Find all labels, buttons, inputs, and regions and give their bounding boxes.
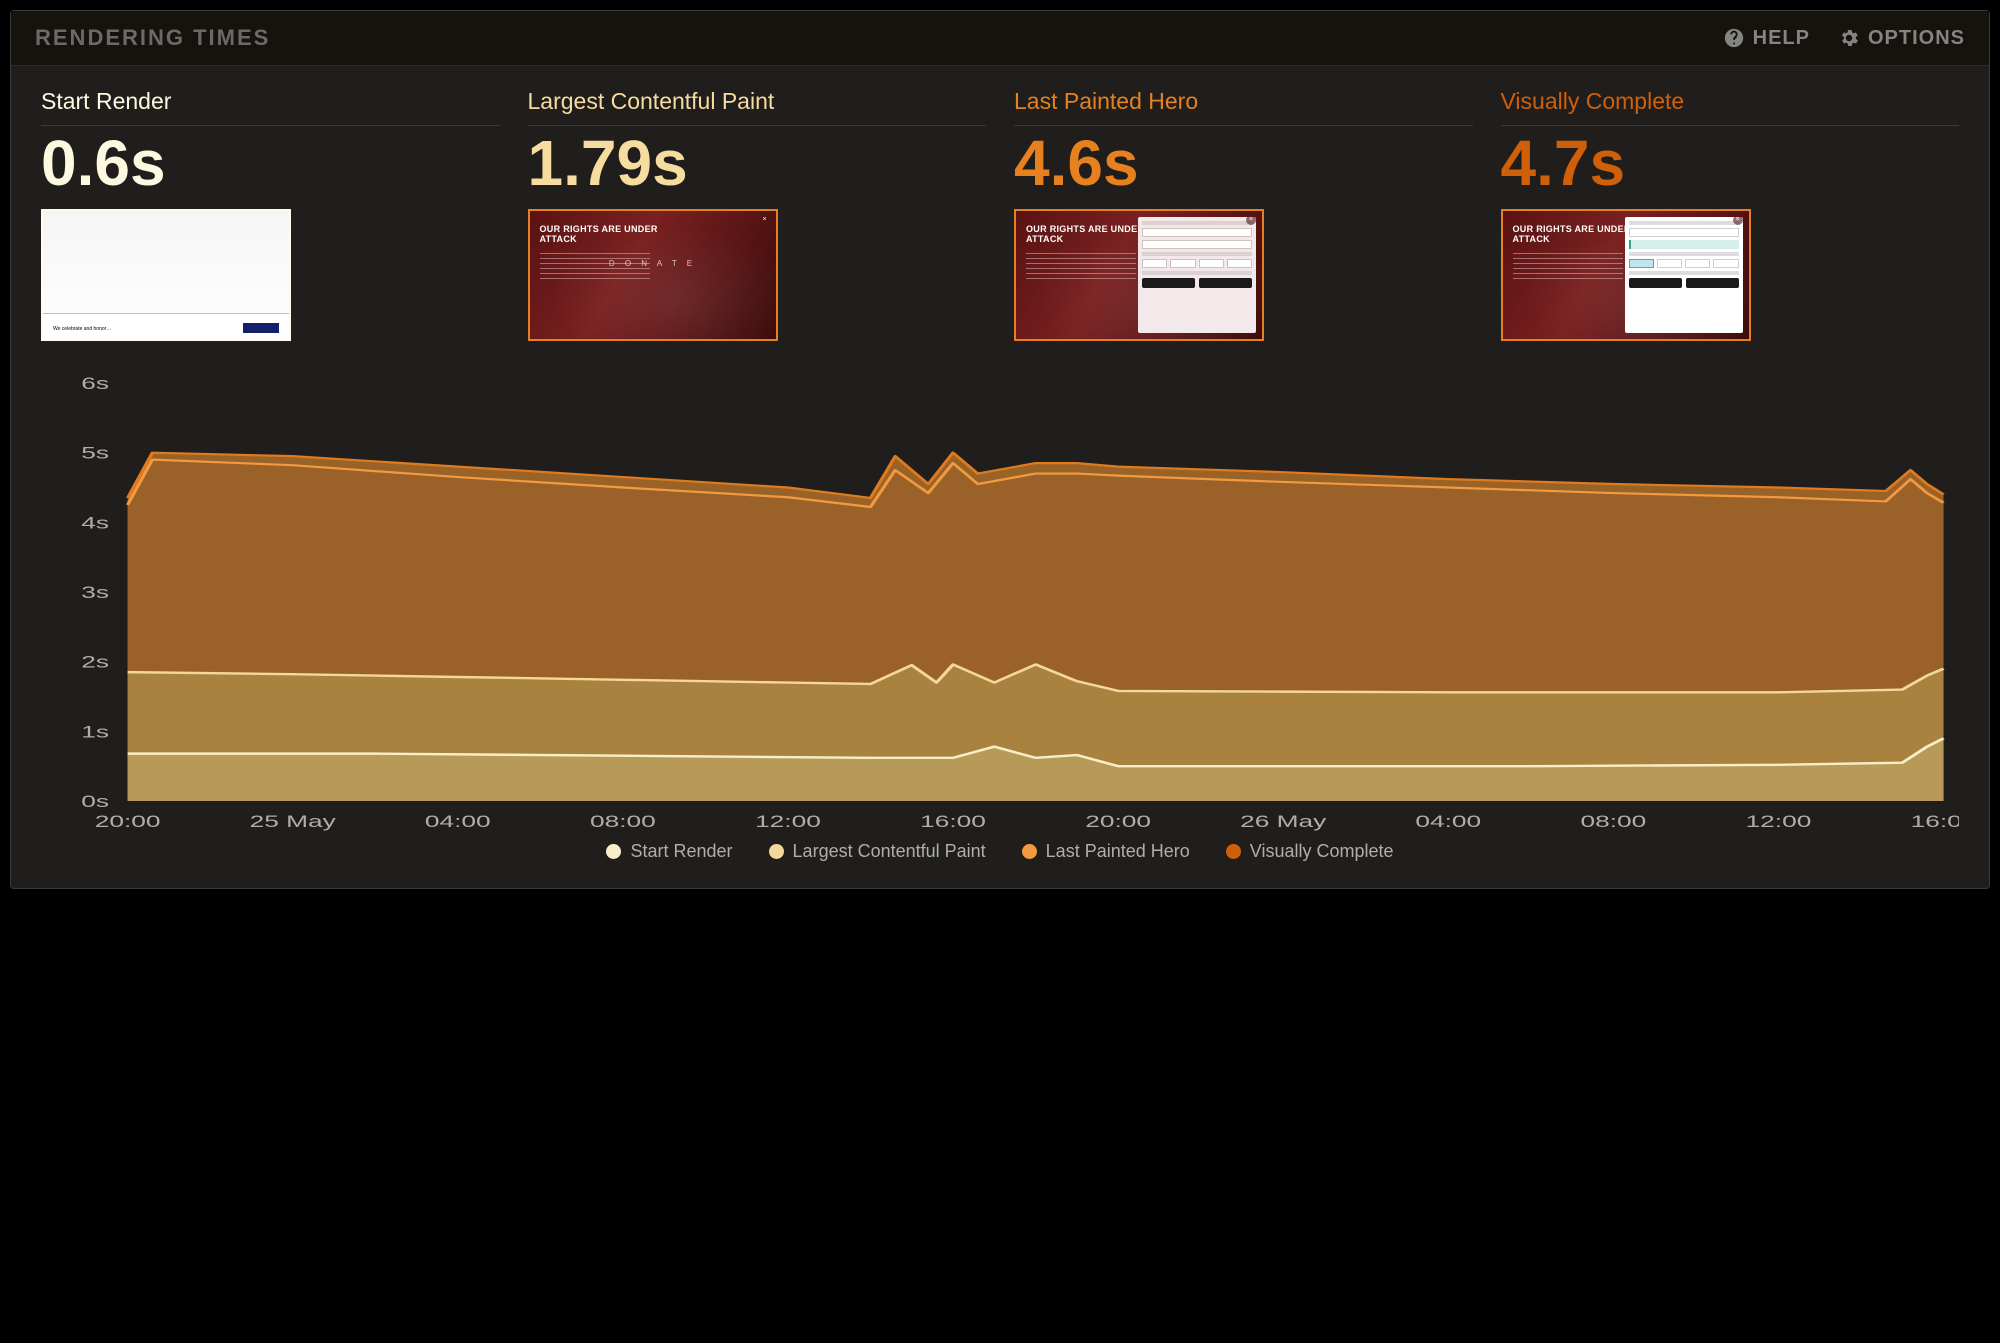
metric-thumbnail[interactable]: We celebrate and honor…	[41, 209, 291, 341]
metric-value: 1.79s	[528, 130, 987, 197]
chart-container: 0s 1s 2s 3s 4s 5s 6s 20:00 25 May 04:00 08:00 12:00…	[11, 351, 1989, 888]
metric-thumbnail[interactable]: OUR RIGHTS ARE UNDERATTACKD O N A T E×	[528, 209, 778, 341]
metric-start_render: Start Render 0.6s We celebrate and honor…	[41, 88, 500, 341]
metric-visually_complete: Visually Complete 4.7s OUR RIGHTS ARE UNDE…	[1501, 88, 1960, 341]
metric-value: 0.6s	[41, 130, 500, 197]
options-button[interactable]: OPTIONS	[1838, 27, 1965, 50]
metric-thumbnail[interactable]: OUR RIGHTS ARE UNDERATTACK×	[1014, 209, 1264, 341]
svg-text:4s: 4s	[81, 513, 109, 532]
help-button[interactable]: HELP	[1723, 27, 1810, 50]
svg-text:12:00: 12:00	[1746, 812, 1812, 831]
legend-label: Visually Complete	[1250, 841, 1394, 862]
svg-text:3s: 3s	[81, 583, 109, 602]
gear-icon	[1838, 27, 1860, 49]
options-label: OPTIONS	[1868, 27, 1965, 50]
svg-text:16:00: 16:00	[1911, 812, 1959, 831]
svg-text:12:00: 12:00	[755, 812, 821, 831]
svg-text:08:00: 08:00	[1580, 812, 1646, 831]
metric-label: Start Render	[41, 88, 500, 126]
legend-item[interactable]: Largest Contentful Paint	[769, 841, 986, 862]
svg-text:16:00: 16:00	[920, 812, 986, 831]
legend-item[interactable]: Last Painted Hero	[1022, 841, 1190, 862]
legend-label: Last Painted Hero	[1046, 841, 1190, 862]
svg-text:20:00: 20:00	[95, 812, 161, 831]
legend-label: Start Render	[630, 841, 732, 862]
metric-value: 4.6s	[1014, 130, 1473, 197]
legend-swatch	[1022, 844, 1037, 859]
metric-label: Last Painted Hero	[1014, 88, 1473, 126]
legend-swatch	[1226, 844, 1241, 859]
metric-label: Visually Complete	[1501, 88, 1960, 126]
legend-label: Largest Contentful Paint	[793, 841, 986, 862]
legend-swatch	[606, 844, 621, 859]
svg-text:26 May: 26 May	[1240, 812, 1327, 831]
help-label: HELP	[1753, 27, 1810, 50]
metrics-row: Start Render 0.6s We celebrate and honor… L…	[11, 66, 1989, 351]
svg-text:6s: 6s	[81, 375, 109, 393]
svg-text:20:00: 20:00	[1085, 812, 1151, 831]
metric-last_painted_hero: Last Painted Hero 4.6s OUR RIGHTS ARE UNDE…	[1014, 88, 1473, 341]
panel-title: RENDERING TIMES	[35, 25, 270, 51]
svg-text:5s: 5s	[81, 443, 109, 462]
rendering-times-panel: RENDERING TIMES HELP OPTIONS Start Rende…	[10, 10, 1990, 889]
svg-text:04:00: 04:00	[1415, 812, 1481, 831]
svg-text:0s: 0s	[81, 792, 109, 811]
metric-thumbnail[interactable]: OUR RIGHTS ARE UNDERATTACK×	[1501, 209, 1751, 341]
svg-text:2s: 2s	[81, 652, 109, 671]
panel-header: RENDERING TIMES HELP OPTIONS	[11, 11, 1989, 66]
svg-text:1s: 1s	[81, 722, 109, 741]
legend-swatch	[769, 844, 784, 859]
svg-text:04:00: 04:00	[425, 812, 491, 831]
svg-text:25 May: 25 May	[250, 812, 337, 831]
metric-value: 4.7s	[1501, 130, 1960, 197]
metric-label: Largest Contentful Paint	[528, 88, 987, 126]
header-actions: HELP OPTIONS	[1723, 27, 1965, 50]
svg-text:08:00: 08:00	[590, 812, 656, 831]
legend-item[interactable]: Start Render	[606, 841, 732, 862]
chart-legend: Start Render Largest Contentful Paint Last…	[41, 835, 1959, 876]
rendering-times-chart[interactable]: 0s 1s 2s 3s 4s 5s 6s 20:00 25 May 04:00 08:00 12:00…	[41, 375, 1959, 835]
metric-lcp: Largest Contentful Paint 1.79s OUR RIGHTS …	[528, 88, 987, 341]
help-icon	[1723, 27, 1745, 49]
legend-item[interactable]: Visually Complete	[1226, 841, 1394, 862]
